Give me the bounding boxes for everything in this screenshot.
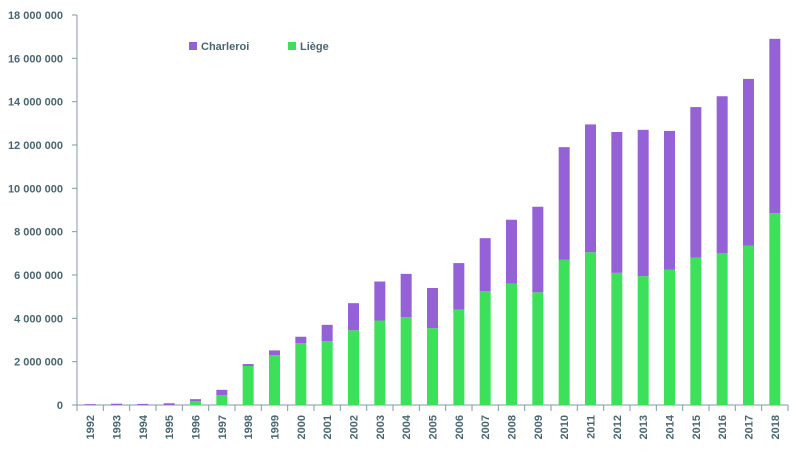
x-tick-label: 2018: [770, 415, 782, 439]
bar-liege: [611, 272, 623, 405]
x-tick-label: 2001: [322, 415, 334, 439]
bar-charleroi: [743, 78, 754, 246]
bar-liege: [374, 320, 386, 405]
x-tick-label: 2000: [296, 415, 308, 439]
x-tick-label: 2002: [349, 415, 361, 439]
x-tick-label: 2007: [480, 415, 492, 439]
bar-liege: [400, 317, 412, 405]
x-tick-label: 1996: [191, 415, 203, 439]
bar-liege: [269, 355, 280, 405]
bar-charleroi: [769, 38, 781, 214]
x-tick-label: 1994: [138, 414, 150, 439]
y-axis: 0 2 000 000 4 000 000 6 000 000 8 000 000 10 …: [8, 10, 78, 412]
bar-charleroi: [163, 403, 175, 405]
bar-liege: [743, 245, 754, 405]
bar-charleroi: [453, 263, 465, 310]
x-tick-label: 2010: [559, 415, 571, 439]
bar-liege: [506, 283, 517, 405]
legend-swatch: [288, 42, 296, 50]
bar-liege: [532, 292, 544, 405]
bar-charleroi: [84, 404, 96, 405]
y-tick-label: 14 000 000: [8, 97, 63, 109]
y-tick-label: 2 000 000: [14, 357, 63, 369]
y-tick-label: 4 000 000: [14, 313, 63, 325]
bar-charleroi: [242, 364, 254, 366]
x-tick-label: 1998: [243, 415, 255, 439]
bar-liege: [427, 328, 438, 405]
x-tick-label: 2005: [428, 415, 440, 439]
bar-liege: [242, 366, 254, 405]
x-tick-label: 2009: [533, 415, 545, 439]
legend-label: Liège: [300, 41, 329, 53]
legend-label: Charleroi: [201, 41, 249, 53]
bar-charleroi: [111, 403, 122, 405]
bar-liege: [690, 257, 702, 405]
x-tick-label: 1997: [217, 415, 229, 439]
x-tick-label: 1993: [112, 415, 124, 439]
bar-liege: [453, 309, 465, 405]
y-tick-label: 0: [57, 400, 63, 412]
bars: [84, 38, 781, 405]
x-tick-label: 2003: [375, 415, 387, 439]
bar-charleroi: [611, 132, 623, 273]
x-tick-label: 2016: [717, 415, 729, 439]
bar-liege: [190, 401, 201, 405]
x-tick-label: 1995: [164, 415, 176, 439]
x-tick-label: 2017: [744, 415, 756, 439]
x-tick-label: 2015: [691, 415, 703, 439]
bar-charleroi: [321, 324, 333, 342]
x-tick-label: 2013: [638, 415, 650, 439]
bar-charleroi: [716, 96, 728, 254]
bar-charleroi: [269, 350, 280, 356]
bar-charleroi: [479, 238, 491, 292]
bar-charleroi: [506, 219, 517, 284]
bar-liege: [716, 253, 728, 405]
bar-liege: [479, 291, 491, 405]
x-tick-label: 2006: [454, 415, 466, 439]
bar-charleroi: [295, 336, 307, 344]
x-axis: 1992 1993 1994 1995 1996 1997 1998 1999 2000 2001…: [76, 404, 789, 439]
bar-charleroi: [374, 281, 386, 321]
y-tick-label: 12 000 000: [8, 140, 63, 152]
bar-charleroi: [558, 147, 570, 260]
x-tick-label: 2004: [401, 414, 413, 439]
bar-liege: [769, 213, 781, 405]
bar-charleroi: [216, 389, 228, 396]
y-tick-label: 18 000 000: [8, 10, 63, 22]
bar-charleroi: [427, 288, 438, 329]
bar-liege: [585, 252, 596, 405]
y-tick-label: 10 000 000: [8, 183, 63, 195]
bar-charleroi: [400, 273, 412, 318]
legend: Charleroi Liège: [189, 41, 329, 53]
bar-charleroi: [348, 303, 359, 331]
bar-charleroi: [532, 206, 544, 293]
x-tick-label: 2011: [586, 415, 598, 439]
bar-charleroi: [190, 399, 201, 402]
bar-charleroi: [585, 124, 596, 253]
x-tick-label: 2008: [507, 415, 519, 439]
x-tick-label: 1999: [270, 415, 282, 439]
bar-liege: [558, 259, 570, 405]
x-tick-label: 2012: [612, 415, 624, 439]
bar-charleroi: [690, 107, 702, 258]
legend-swatch: [189, 42, 197, 50]
bar-liege: [637, 276, 649, 405]
bar-charleroi: [664, 130, 675, 270]
bar-liege: [348, 330, 359, 405]
bar-liege: [216, 395, 228, 405]
y-tick-label: 16 000 000: [8, 53, 63, 65]
y-tick-label: 8 000 000: [14, 227, 63, 239]
x-tick-label: 2014: [665, 414, 677, 439]
bar-charleroi: [137, 403, 149, 405]
bar-liege: [664, 269, 675, 405]
bar-charleroi: [637, 129, 649, 277]
bar-liege: [321, 341, 333, 405]
bar-liege: [295, 343, 307, 405]
y-tick-label: 6 000 000: [14, 270, 63, 282]
x-tick-label: 1992: [85, 415, 97, 439]
